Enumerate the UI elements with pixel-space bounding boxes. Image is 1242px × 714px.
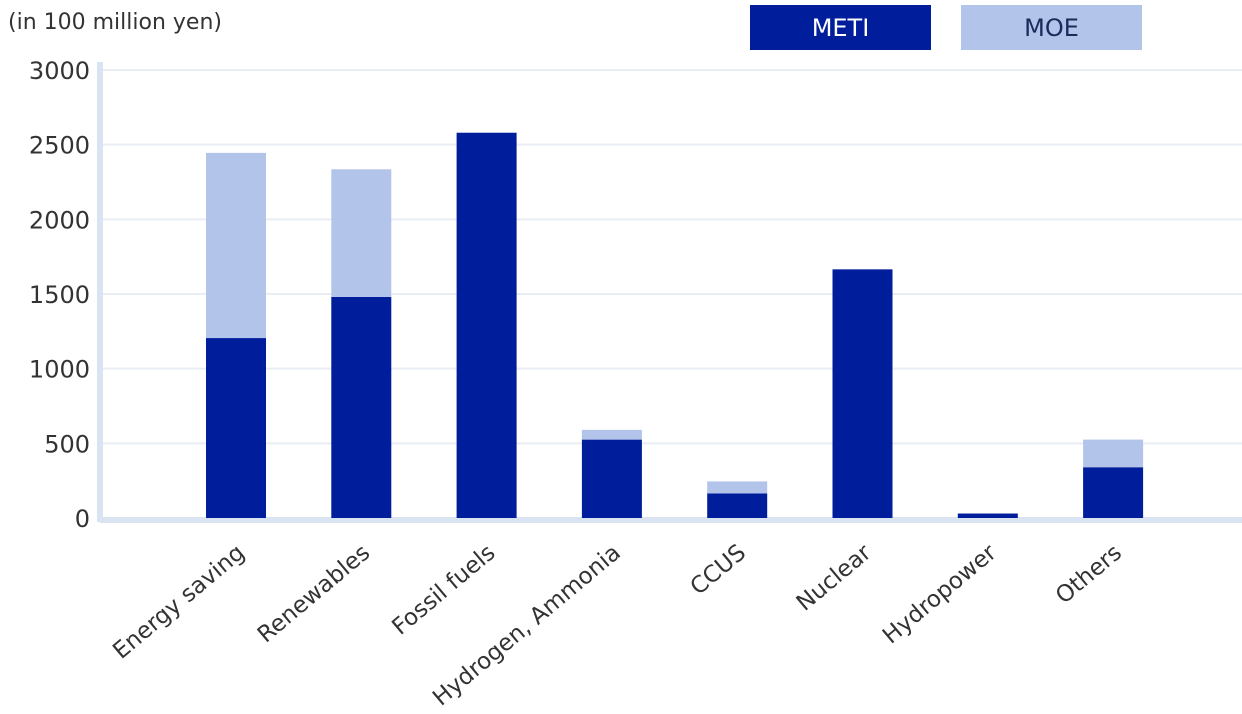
x-tick-label: Fossil fuels (387, 540, 500, 641)
bar-meti-3 (581, 439, 642, 518)
bar-meti-2 (456, 132, 517, 518)
legend-meti-label: METI (811, 13, 870, 42)
x-tick-label: Energy saving (108, 540, 250, 665)
y-tick-label: 500 (44, 430, 90, 458)
y-tick-label: 1000 (29, 356, 90, 384)
legend-moe: MOE (961, 5, 1142, 50)
y-tick-label: 3000 (29, 57, 90, 85)
bar-moe-0 (206, 152, 266, 339)
bar-meti-5 (832, 269, 893, 518)
bar-moe-4 (707, 481, 768, 494)
legend-moe-label: MOE (1024, 13, 1079, 42)
bar-meti-4 (707, 493, 768, 518)
bar-moe-1 (331, 169, 392, 297)
y-tick-label: 0 (75, 505, 90, 533)
x-tick-label: Others (1051, 540, 1127, 610)
y-tick-label: 2000 (29, 206, 90, 234)
legend-meti: METI (750, 5, 931, 50)
bar-meti-7 (1083, 467, 1144, 518)
y-tick-label: 2500 (29, 132, 90, 160)
bar-moe-7 (1083, 439, 1144, 468)
x-tick-label: CCUS (686, 540, 751, 601)
bar-moe-3 (581, 429, 642, 440)
y-axis-unit-label: (in 100 million yen) (8, 10, 222, 35)
y-tick-label: 1500 (29, 281, 90, 309)
x-tick-label: Nuclear (792, 539, 877, 616)
bar-meti-1 (331, 296, 392, 518)
bar-meti-6 (957, 513, 1018, 518)
bar-meti-0 (206, 338, 266, 518)
x-tick-label: Renewables (253, 540, 375, 649)
x-tick-label: Hydropower (878, 539, 1002, 649)
